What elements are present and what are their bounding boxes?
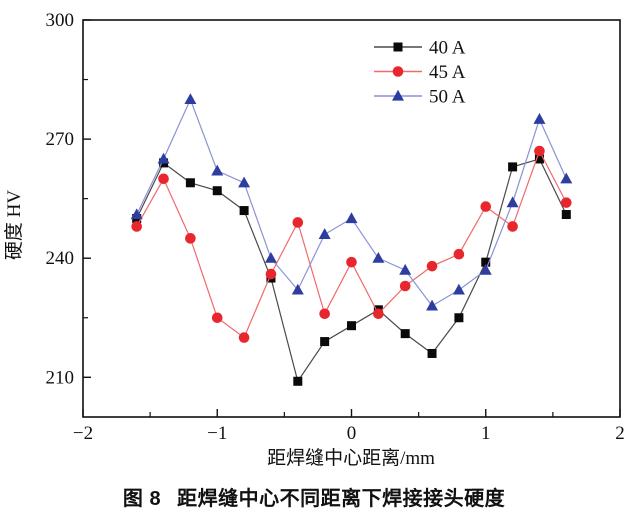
series-40-A-marker [293, 376, 303, 386]
series-45-A-marker [561, 197, 572, 208]
series-40-A-marker [481, 257, 491, 267]
series-40-A-marker [239, 206, 249, 216]
series-50-A-marker [238, 176, 251, 188]
series-45-A-marker [158, 173, 169, 185]
series-50-A-marker [426, 299, 439, 311]
series-45-A-marker [265, 268, 277, 280]
plot-area: −2 −1 0 1 2 210 240 270 300 40 A 45 A 50 A [46, 10, 625, 444]
series-45-A-marker [238, 332, 250, 343]
series-50-A-marker [264, 252, 277, 263]
legend-label: 50 A [429, 87, 466, 108]
series-50-A-marker [560, 172, 573, 184]
y-axis-tick-label: 270 [46, 129, 75, 150]
series-50-A-marker [372, 252, 385, 263]
series-line-45-A [136, 149, 567, 339]
series-50-A-marker [318, 228, 331, 239]
series-50-A-marker [211, 164, 224, 176]
x-axis-tick-label: 1 [481, 423, 491, 444]
series-50-A-marker [452, 283, 465, 295]
series-45-A-marker [480, 201, 492, 212]
series-50-A-marker [157, 152, 170, 164]
legend-marker-circle [392, 66, 404, 77]
series-50-A-marker [184, 93, 197, 104]
x-axis-tick-label: 0 [347, 423, 357, 444]
figure-number: 图 8 [122, 488, 162, 510]
series-45-A-marker [534, 145, 545, 157]
series-50-A-marker [399, 263, 412, 275]
hardness-line-chart: 硬度 HV 距焊缝中心距离/mm −2 −1 0 1 2 210 240 270 300 40 A… [3, 10, 625, 469]
series-45-A-marker [399, 280, 411, 292]
series-45-A-marker [346, 256, 357, 268]
series-40-A-marker [561, 210, 571, 220]
series-line-50-A [136, 97, 567, 307]
series-40-A-marker [427, 348, 437, 358]
y-axis-tick-label: 300 [46, 10, 75, 31]
series-45-A-marker [507, 221, 518, 232]
series-45-A-marker [292, 217, 304, 228]
y-axis-tick-label: 240 [46, 248, 75, 269]
series-40-A-marker [454, 313, 464, 323]
series-50-A-marker [291, 283, 304, 295]
y-axis-label: 硬度 HV [3, 190, 25, 260]
series-40-A-marker [212, 186, 222, 196]
x-axis-tick-label: 2 [615, 423, 625, 444]
legend-label: 40 A [429, 38, 466, 59]
series-50-A-marker [130, 208, 143, 220]
figure-caption-text: 距焊缝中心不同距离下焊接接头硬度 [177, 488, 506, 510]
series-45-A-marker [211, 312, 223, 324]
series-40-A-marker [185, 178, 195, 188]
series-45-A-marker [373, 308, 384, 320]
series-50-A-marker [533, 113, 546, 124]
figure-caption: 图 8 距焊缝中心不同距离下焊接接头硬度 [0, 482, 628, 511]
series-50-A-marker [345, 212, 358, 224]
series-40-A-marker [534, 154, 544, 164]
series-45-A-marker [453, 248, 465, 260]
series-45-A-marker [131, 221, 142, 232]
series-40-A-marker [320, 337, 330, 347]
legend-marker-triangle [392, 89, 404, 101]
series-50-A-marker [479, 263, 492, 275]
series-40-A-marker [400, 329, 410, 339]
y-axis-tick-label: 210 [46, 367, 75, 388]
legend-marker-square [393, 42, 403, 52]
series-50-A-marker [506, 196, 519, 208]
legend-label: 45 A [429, 62, 466, 83]
series-45-A-marker [185, 233, 196, 244]
series-45-A-marker [319, 308, 330, 320]
x-axis-label: 距焊缝中心距离/mm [267, 447, 435, 469]
series-40-A-marker [347, 321, 356, 331]
series-40-A-marker [508, 162, 518, 172]
series-45-A-marker [426, 260, 438, 272]
x-axis-tick-label: −2 [73, 423, 93, 444]
x-axis-tick-label: −1 [207, 423, 227, 444]
